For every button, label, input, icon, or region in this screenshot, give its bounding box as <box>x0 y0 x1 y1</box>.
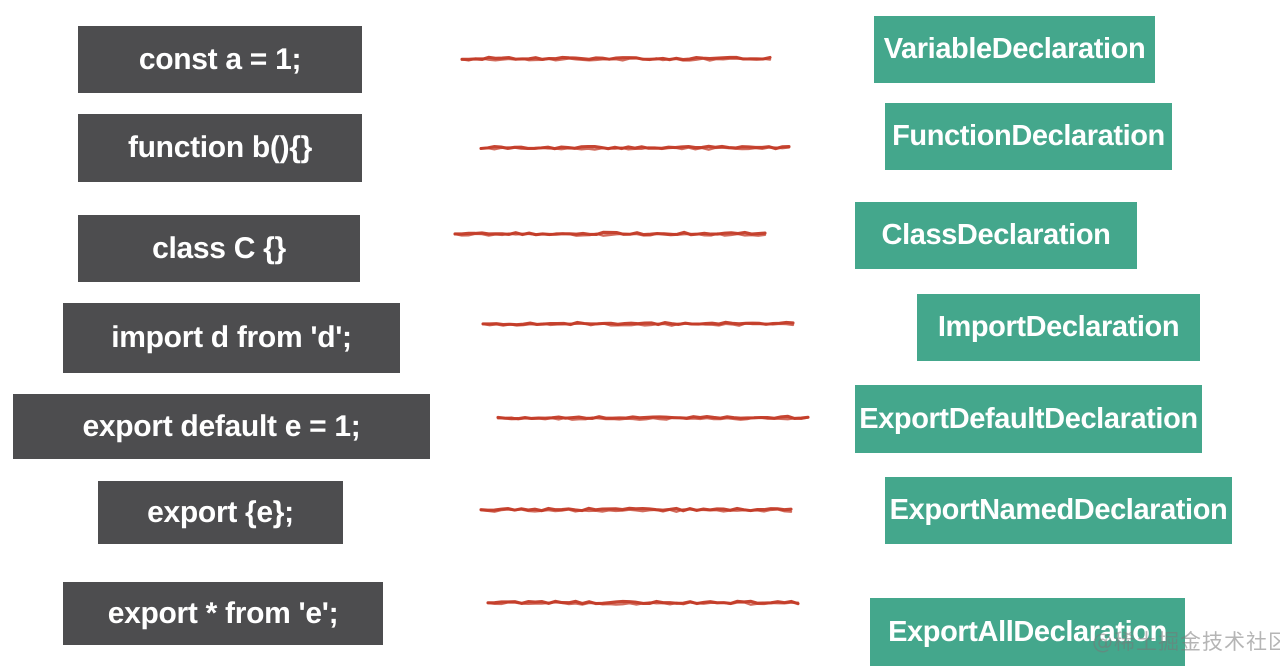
code-statement-box: export {e}; <box>98 481 343 544</box>
ast-node-box: ClassDeclaration <box>855 202 1137 269</box>
ast-node-box: FunctionDeclaration <box>885 103 1172 170</box>
connector-line <box>479 504 793 516</box>
ast-node-label: FunctionDeclaration <box>892 120 1165 152</box>
ast-node-label: ClassDeclaration <box>881 219 1111 251</box>
connector-line <box>479 142 791 154</box>
code-statement-box: const a = 1; <box>78 26 362 93</box>
code-statement-box: function b(){} <box>78 114 362 182</box>
code-statement-label: export * from 'e'; <box>107 596 339 630</box>
code-statement-label: export {e}; <box>147 495 294 529</box>
ast-node-label: ExportAllDeclaration <box>888 615 1167 648</box>
connector-line <box>486 597 800 609</box>
ast-node-box: ExportDefaultDeclaration <box>855 385 1202 453</box>
connector-line <box>453 228 767 240</box>
connector-line <box>496 412 810 424</box>
code-statement-label: export default e = 1; <box>82 409 361 443</box>
code-statement-box: class C {} <box>78 215 360 282</box>
ast-node-box: ExportAllDeclaration <box>870 598 1185 666</box>
code-statement-label: class C {} <box>152 231 286 265</box>
ast-node-label: ExportNamedDeclaration <box>889 494 1228 526</box>
code-statement-box: import d from 'd'; <box>63 303 400 373</box>
ast-node-box: ExportNamedDeclaration <box>885 477 1232 544</box>
connector-line <box>481 318 795 330</box>
ast-node-box: ImportDeclaration <box>917 294 1200 361</box>
code-statement-box: export * from 'e'; <box>63 582 383 645</box>
code-statement-label: import d from 'd'; <box>111 321 352 354</box>
ast-node-label: ImportDeclaration <box>937 311 1180 343</box>
connector-line <box>460 53 772 65</box>
code-statement-box: export default e = 1; <box>13 394 430 459</box>
ast-node-label: ExportDefaultDeclaration <box>859 402 1198 435</box>
code-statement-label: const a = 1; <box>138 42 302 76</box>
ast-node-label: VariableDeclaration <box>883 33 1146 65</box>
code-statement-label: function b(){} <box>127 131 313 164</box>
watermark: @稀土掘金技术社区 <box>1092 630 1280 654</box>
ast-node-box: VariableDeclaration <box>874 16 1155 83</box>
